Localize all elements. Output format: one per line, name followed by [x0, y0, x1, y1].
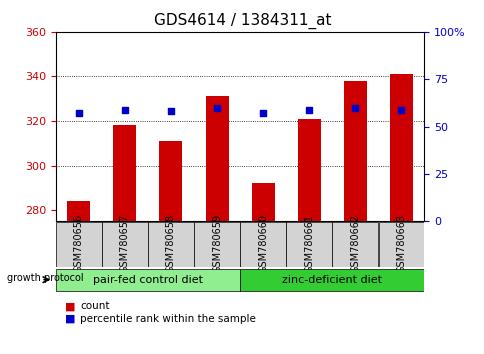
Text: GSM780662: GSM780662 — [349, 214, 360, 273]
Bar — [343, 81, 366, 221]
Text: growth protocol: growth protocol — [7, 273, 84, 283]
Text: zinc-deficient diet: zinc-deficient diet — [282, 275, 381, 285]
Bar — [194, 222, 240, 267]
Text: pair-fed control diet: pair-fed control diet — [93, 275, 202, 285]
Bar — [56, 222, 102, 267]
Bar — [297, 119, 320, 221]
Bar — [56, 269, 240, 291]
Text: GSM780658: GSM780658 — [166, 214, 176, 273]
Text: ■: ■ — [65, 301, 76, 311]
Point — [121, 107, 128, 112]
Point — [350, 105, 358, 110]
Text: GSM780659: GSM780659 — [212, 214, 222, 273]
Text: GSM780656: GSM780656 — [74, 214, 84, 273]
Bar — [378, 222, 424, 267]
Point — [396, 107, 404, 112]
Bar — [332, 222, 378, 267]
Text: GSM780663: GSM780663 — [395, 214, 406, 273]
Text: percentile rank within the sample: percentile rank within the sample — [80, 314, 256, 324]
Text: count: count — [80, 301, 109, 311]
Bar — [205, 97, 228, 221]
Bar — [251, 183, 274, 221]
Point — [75, 110, 82, 116]
Bar — [240, 222, 286, 267]
Point — [212, 105, 220, 110]
Bar — [159, 141, 182, 221]
Bar — [240, 269, 424, 291]
Bar — [148, 222, 194, 267]
Point — [258, 110, 266, 116]
Bar — [113, 125, 136, 221]
Bar — [102, 222, 148, 267]
Point — [166, 109, 174, 114]
Bar — [67, 201, 90, 221]
Text: GSM780661: GSM780661 — [303, 214, 314, 273]
Text: ■: ■ — [65, 314, 76, 324]
Bar — [389, 74, 412, 221]
Text: GSM780660: GSM780660 — [257, 214, 268, 273]
Bar — [286, 222, 332, 267]
Point — [304, 107, 312, 112]
Text: GSM780657: GSM780657 — [120, 214, 130, 273]
Text: GDS4614 / 1384311_at: GDS4614 / 1384311_at — [153, 12, 331, 29]
